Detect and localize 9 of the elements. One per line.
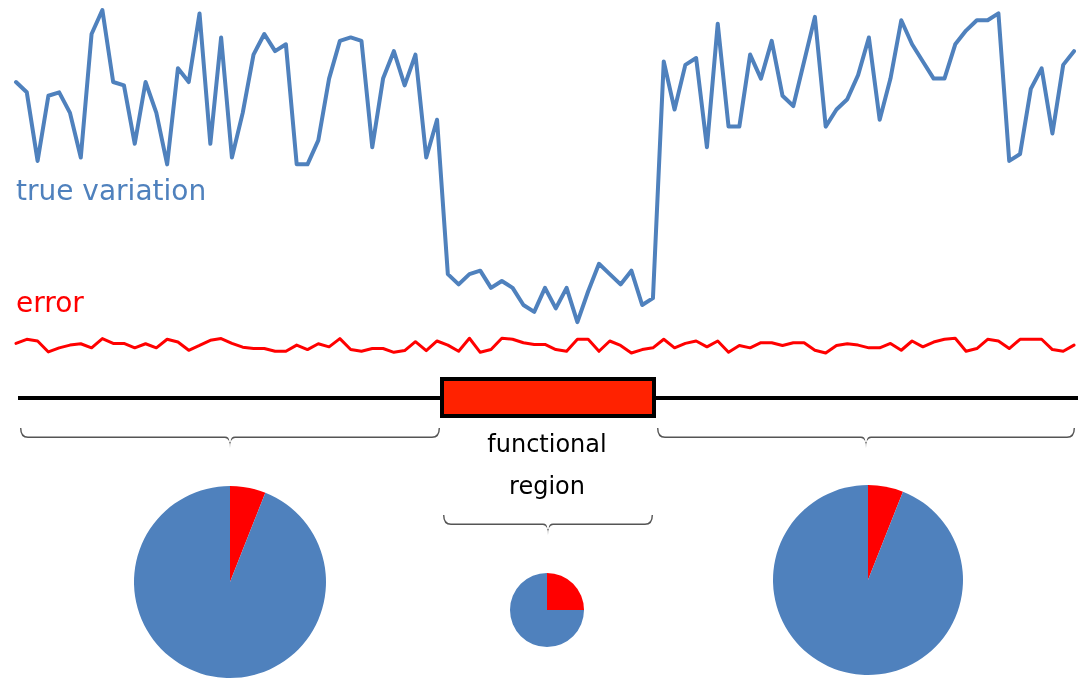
pie-slice	[134, 486, 326, 678]
series-label: true variation	[16, 174, 207, 207]
series-label: error	[16, 286, 85, 319]
pie-slice	[547, 573, 584, 610]
pie-slice	[510, 573, 584, 647]
pie-slice	[868, 485, 903, 580]
chart-title: functional region	[487, 430, 607, 500]
pie-slice	[773, 485, 963, 675]
pie-slice	[230, 486, 266, 582]
